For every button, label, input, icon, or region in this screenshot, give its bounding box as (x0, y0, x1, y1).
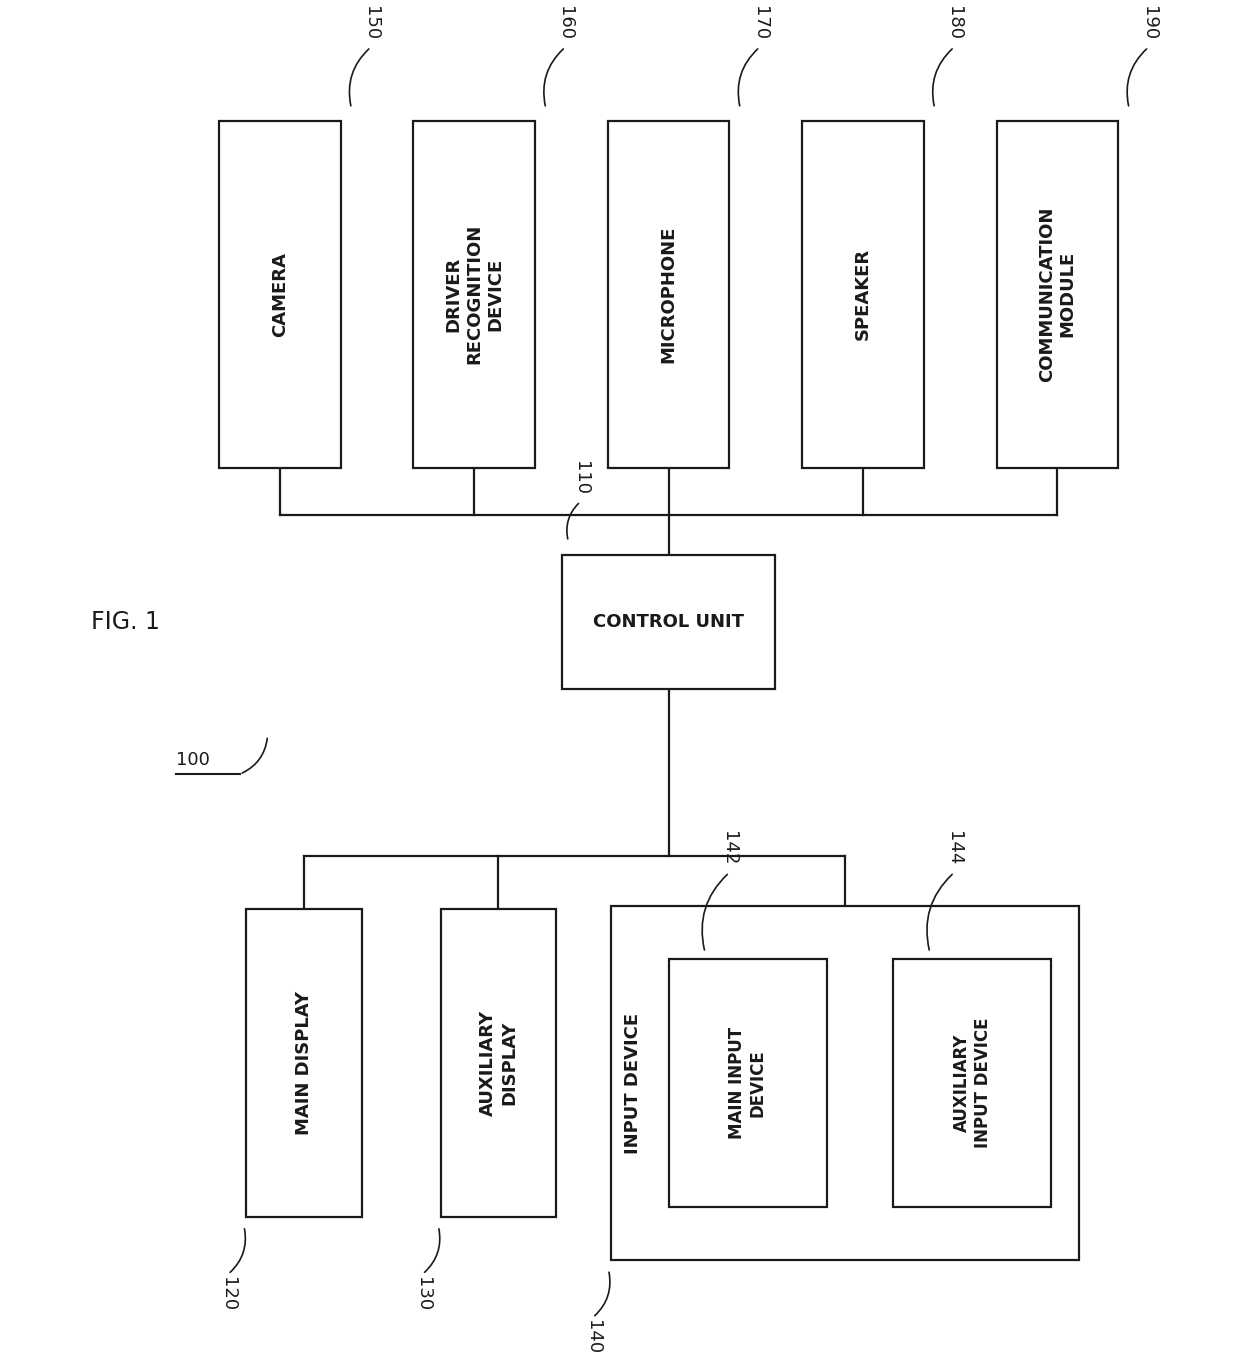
Text: FIG. 1: FIG. 1 (92, 610, 160, 634)
Text: 144: 144 (945, 832, 963, 866)
Text: 100: 100 (176, 752, 211, 769)
Text: MAIN DISPLAY: MAIN DISPLAY (295, 992, 312, 1135)
Text: 150: 150 (362, 7, 379, 41)
Text: SPEAKER: SPEAKER (854, 248, 872, 341)
Text: 130: 130 (413, 1277, 432, 1311)
Bar (413, 120, 534, 468)
Text: MAIN INPUT
DEVICE: MAIN INPUT DEVICE (728, 1027, 768, 1139)
Bar (219, 120, 341, 468)
Text: DRIVER
RECOGNITION
DEVICE: DRIVER RECOGNITION DEVICE (444, 224, 503, 364)
Text: CONTROL UNIT: CONTROL UNIT (593, 612, 744, 630)
Bar (247, 910, 362, 1217)
Bar (608, 120, 729, 468)
Text: 120: 120 (219, 1277, 237, 1311)
Text: INPUT DEVICE: INPUT DEVICE (624, 1012, 642, 1154)
Text: 140: 140 (584, 1320, 601, 1354)
Text: 190: 190 (1140, 7, 1158, 41)
Text: 180: 180 (945, 7, 963, 41)
Text: 110: 110 (572, 461, 589, 495)
Bar (893, 959, 1052, 1207)
Text: AUXILIARY
DISPLAY: AUXILIARY DISPLAY (479, 1009, 518, 1116)
Bar (668, 959, 827, 1207)
Bar (440, 910, 557, 1217)
Text: AUXILIARY
INPUT DEVICE: AUXILIARY INPUT DEVICE (954, 1018, 992, 1148)
Bar (802, 120, 924, 468)
Bar (611, 906, 1079, 1260)
Text: CAMERA: CAMERA (270, 252, 289, 337)
Bar (997, 120, 1118, 468)
Text: 170: 170 (750, 7, 769, 41)
Bar (562, 555, 775, 689)
Text: MICROPHONE: MICROPHONE (660, 225, 677, 363)
Text: 160: 160 (557, 7, 574, 41)
Text: 142: 142 (720, 832, 738, 866)
Text: COMMUNICATION
MODULE: COMMUNICATION MODULE (1038, 207, 1076, 382)
